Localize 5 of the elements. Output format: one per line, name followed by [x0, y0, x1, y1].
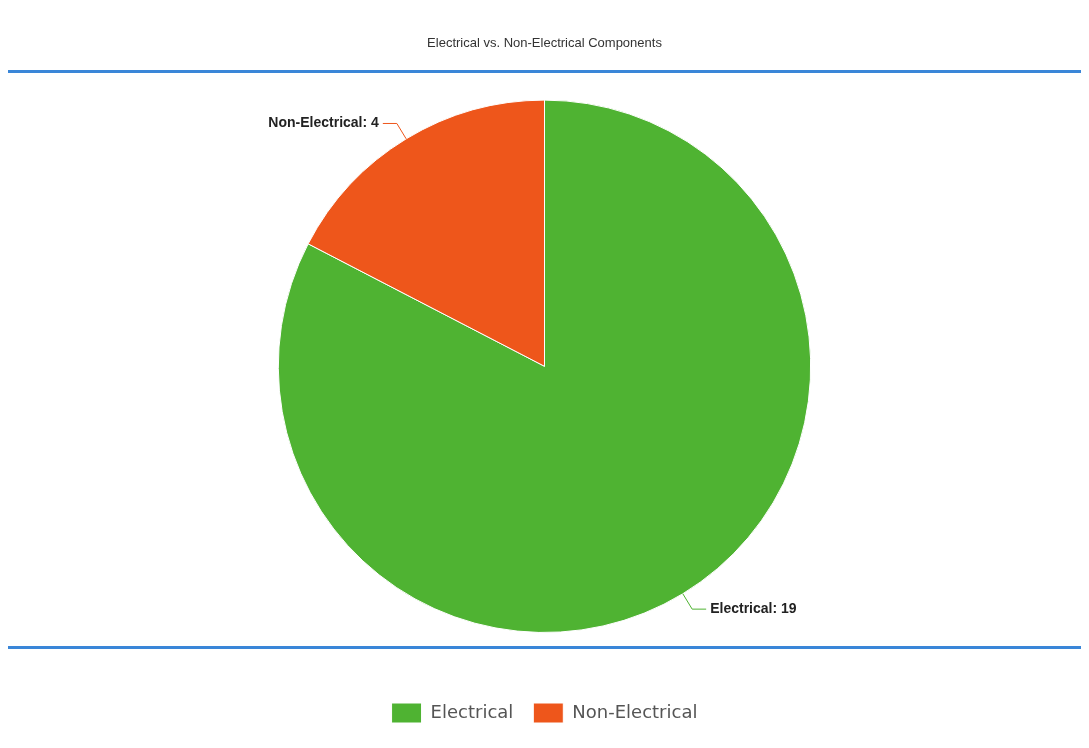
data-label: Non-Electrical: 4: [268, 114, 380, 131]
data-label: Electrical: 19: [710, 599, 797, 616]
chart-title: Electrical vs. Non-Electrical Components: [427, 35, 663, 51]
legend-label: Non-Electrical: [572, 700, 698, 722]
legend-label: Electrical: [430, 700, 514, 722]
